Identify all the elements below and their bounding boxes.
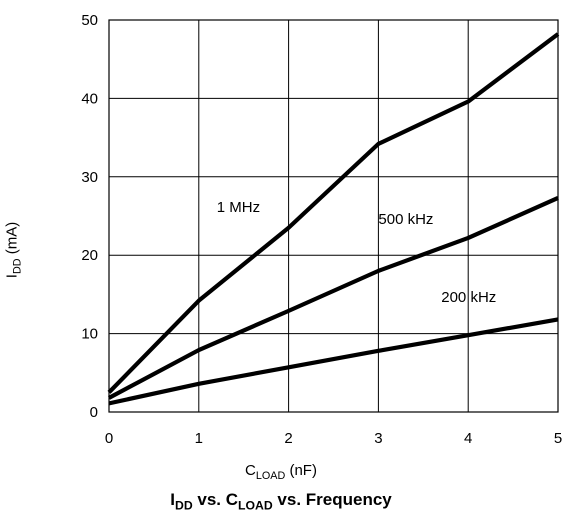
x-axis-ticks: 0 1 2 3 4 5 <box>105 430 562 447</box>
grid-lines <box>108 19 559 413</box>
series-line <box>108 317 559 406</box>
plot-border <box>108 19 559 413</box>
series-labels: 1 MHz 500 kHz 200 kHz <box>217 199 497 306</box>
y-axis-ticks: 0 10 20 30 40 50 <box>81 12 98 421</box>
y-tick-label: 50 <box>81 12 98 29</box>
y-tick-label: 0 <box>90 404 98 421</box>
x-tick-label: 5 <box>554 430 562 447</box>
series-line <box>107 32 560 394</box>
series-label: 1 MHz <box>217 199 260 216</box>
x-tick-label: 0 <box>105 430 113 447</box>
y-axis-label: IDD (mA) <box>3 221 24 279</box>
x-tick-label: 2 <box>284 430 292 447</box>
x-axis-label: CLOAD (nF) <box>245 462 317 482</box>
series-lines <box>107 32 560 406</box>
x-tick-label: 4 <box>464 430 472 447</box>
x-tick-label: 3 <box>374 430 382 447</box>
y-tick-label: 30 <box>81 169 98 186</box>
series-label: 200 kHz <box>441 289 496 306</box>
y-tick-label: 40 <box>81 90 98 107</box>
series-line <box>108 196 559 400</box>
y-tick-label: 20 <box>81 247 98 264</box>
chart-title: IDD vs. CLOAD vs. Frequency <box>170 490 392 513</box>
y-tick-label: 10 <box>81 326 98 343</box>
plot-frame <box>108 19 559 413</box>
series-label: 500 kHz <box>378 211 433 228</box>
x-tick-label: 1 <box>195 430 203 447</box>
